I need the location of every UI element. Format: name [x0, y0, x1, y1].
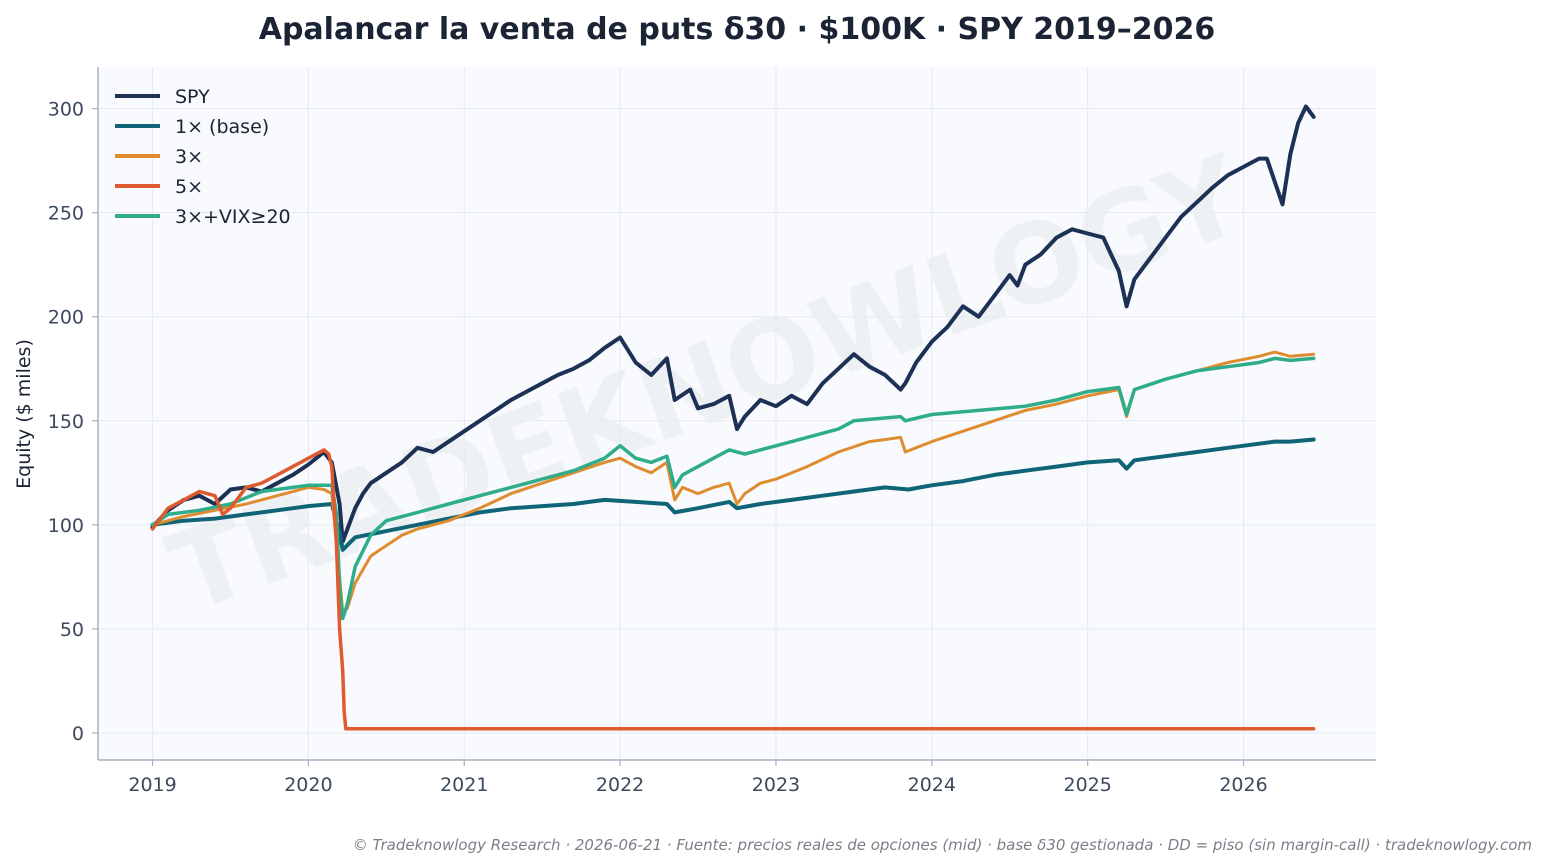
legend-label: 1× (base)	[175, 116, 269, 138]
legend-label: 5×	[175, 176, 203, 198]
y-tick-label: 150	[48, 411, 84, 433]
chart-title: Apalancar la venta de puts δ30 · $100K ·…	[259, 12, 1216, 47]
x-tick-label: 2024	[908, 774, 956, 796]
series-line-1-base	[150, 437, 1316, 552]
x-tick-label: 2020	[284, 774, 332, 796]
x-tick-label: 2019	[128, 774, 176, 796]
series-line-3-vix-20	[150, 356, 1316, 621]
y-axis-ticks: 0 50 100 150 200 250 300	[48, 99, 98, 745]
y-tick-label: 250	[48, 203, 84, 225]
y-axis-label: Equity ($ miles)	[13, 339, 35, 489]
x-tick-label: 2026	[1219, 774, 1267, 796]
y-tick-label: 300	[48, 99, 84, 121]
footer-note: © Tradeknowlogy Research · 2026-06-21 · …	[353, 836, 1532, 854]
legend-label: 3×	[175, 146, 203, 168]
y-tick-label: 0	[72, 723, 84, 745]
y-tick-label: 200	[48, 307, 84, 329]
legend-label: 3×+VIX≥20	[175, 206, 291, 228]
y-tick-label: 50	[60, 619, 84, 641]
y-tick-label: 100	[48, 515, 84, 537]
series-line-spy	[150, 104, 1316, 544]
series-line-5	[150, 448, 1316, 731]
y-gridlines	[98, 108, 1376, 734]
x-tick-label: 2021	[440, 774, 488, 796]
plot-area	[98, 67, 1376, 760]
x-gridlines	[152, 67, 1245, 760]
legend: SPY 1× (base) 3× 5× 3×+VIX≥20	[115, 86, 291, 228]
series-layer	[150, 104, 1316, 731]
x-axis-ticks: 2019 2020 2021 2022 2023 2024 2025 2026	[128, 760, 1268, 796]
x-tick-label: 2025	[1063, 774, 1111, 796]
x-tick-label: 2022	[596, 774, 644, 796]
x-tick-label: 2023	[752, 774, 800, 796]
legend-label: SPY	[175, 86, 210, 108]
